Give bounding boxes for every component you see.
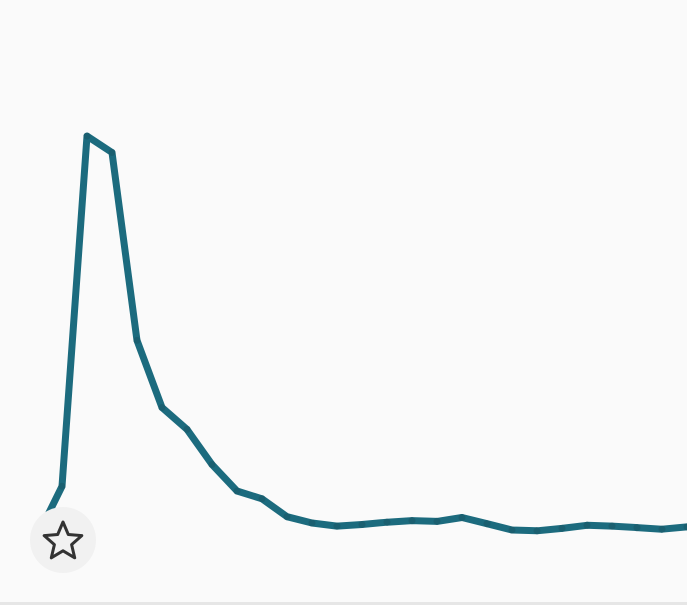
data-point — [433, 517, 441, 525]
data-point — [283, 513, 291, 521]
data-point — [308, 519, 316, 527]
data-point — [483, 520, 491, 528]
data-point — [408, 517, 416, 525]
bottom-divider — [0, 602, 687, 605]
data-point — [108, 149, 116, 156]
data-point — [633, 524, 641, 532]
data-point — [233, 487, 241, 495]
data-point — [533, 527, 541, 535]
star-outline-icon — [42, 520, 84, 560]
favorite-button[interactable] — [30, 507, 96, 573]
data-point — [508, 526, 516, 534]
data-point — [208, 461, 216, 468]
data-point — [458, 514, 466, 521]
data-point — [183, 425, 191, 433]
data-point — [133, 336, 141, 344]
data-point — [608, 522, 616, 530]
data-point — [383, 518, 391, 526]
data-point — [258, 495, 266, 503]
data-point — [583, 521, 591, 529]
data-point — [58, 482, 66, 490]
data-point — [558, 524, 566, 532]
data-point — [683, 523, 687, 531]
data-point — [358, 521, 366, 528]
data-point — [158, 404, 166, 411]
data-point — [83, 132, 91, 140]
data-point — [333, 522, 341, 530]
series-line — [33, 132, 687, 541]
data-point — [658, 525, 666, 533]
